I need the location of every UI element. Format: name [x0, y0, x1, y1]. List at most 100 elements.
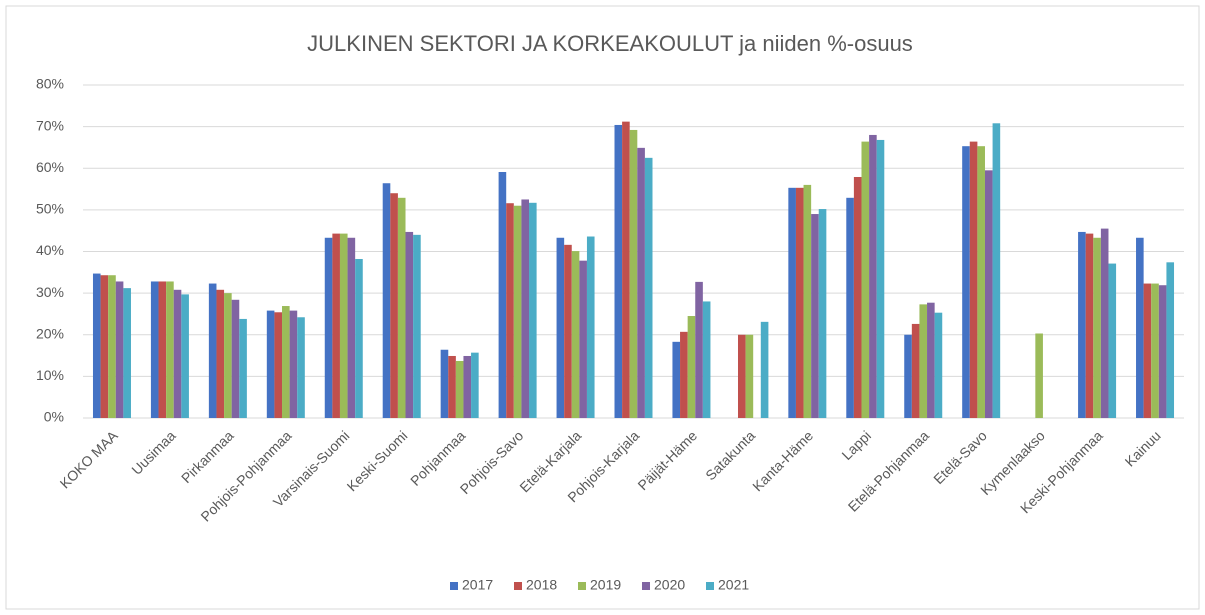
- bar: [274, 312, 283, 418]
- bar: [440, 349, 449, 418]
- bar: [324, 237, 333, 418]
- bar: [390, 193, 398, 418]
- bar: [1100, 228, 1109, 418]
- bar: [644, 157, 653, 418]
- bar: [984, 170, 993, 418]
- bar: [339, 233, 348, 418]
- bar: [1136, 237, 1144, 418]
- bar: [919, 304, 928, 418]
- bar: [579, 260, 587, 418]
- legend-label: 2018: [526, 577, 557, 593]
- bar: [455, 360, 464, 418]
- y-tick-label: 70%: [36, 117, 64, 133]
- bar: [413, 234, 421, 418]
- bar: [861, 141, 870, 419]
- chart-title: JULKINEN SEKTORI JA KORKEAKOULUT ja niid…: [307, 31, 913, 56]
- bar: [92, 273, 101, 418]
- bar: [760, 321, 769, 418]
- y-tick-label: 20%: [36, 325, 64, 341]
- bar: [788, 187, 796, 418]
- legend-label: 2017: [462, 577, 493, 593]
- y-tick-label: 80%: [36, 76, 64, 92]
- bar: [672, 341, 681, 418]
- bar: [100, 275, 109, 418]
- bar: [463, 355, 472, 418]
- bar: [506, 203, 514, 418]
- bar: [911, 323, 920, 418]
- y-tick-label: 50%: [36, 201, 64, 217]
- bar: [745, 334, 754, 418]
- legend-label: 2020: [654, 577, 685, 593]
- bar: [1158, 285, 1167, 418]
- legend-swatch: [578, 582, 586, 590]
- legend-swatch: [642, 582, 650, 590]
- bar: [231, 299, 240, 418]
- bar: [637, 147, 645, 418]
- y-tick-label: 0%: [44, 409, 64, 425]
- y-tick-label: 10%: [36, 367, 64, 383]
- bar: [382, 183, 391, 418]
- y-tick-label: 40%: [36, 242, 64, 258]
- bar: [1085, 233, 1094, 418]
- legend-swatch: [514, 582, 522, 590]
- bar: [853, 176, 862, 418]
- bar: [1143, 283, 1152, 418]
- bar: [216, 289, 225, 418]
- bar: [622, 121, 630, 418]
- bar: [702, 301, 711, 418]
- bar: [529, 202, 537, 418]
- bar: [332, 233, 340, 418]
- bar: [846, 197, 854, 418]
- bar: [869, 134, 877, 418]
- bar: [108, 275, 116, 418]
- bar: [347, 237, 356, 418]
- legend-label: 2021: [718, 577, 749, 593]
- bar: [397, 197, 406, 418]
- bar: [904, 334, 912, 418]
- bar: [977, 146, 985, 418]
- bar: [1151, 283, 1159, 418]
- y-tick-label: 60%: [36, 159, 64, 175]
- bar: [1093, 237, 1101, 418]
- bar: [282, 306, 290, 418]
- bar: [934, 312, 943, 418]
- bar: [629, 129, 638, 418]
- bar: [586, 236, 595, 418]
- legend-label: 2019: [590, 577, 621, 593]
- bar: [498, 171, 507, 418]
- legend-swatch: [706, 582, 714, 590]
- bar: [297, 317, 305, 418]
- bar: [1166, 262, 1175, 418]
- legend-swatch: [450, 582, 458, 590]
- bar: [115, 281, 124, 418]
- bar: [173, 289, 182, 418]
- bar: [795, 187, 804, 418]
- bar: [969, 141, 978, 419]
- bar: [803, 184, 812, 418]
- bar: [962, 146, 970, 418]
- bar: [289, 310, 298, 418]
- bar: [927, 302, 935, 418]
- bar: [166, 281, 174, 418]
- bar: [564, 244, 572, 418]
- bar: [876, 139, 885, 418]
- bar: [150, 281, 159, 418]
- bar: [556, 237, 565, 418]
- bar: [513, 205, 522, 418]
- bar: [737, 334, 746, 418]
- bar: [239, 318, 247, 418]
- bar: [818, 209, 827, 418]
- bar: [355, 258, 363, 418]
- y-tick-label: 30%: [36, 284, 64, 300]
- bar: [181, 294, 189, 418]
- bar: [158, 281, 167, 418]
- bar: [571, 251, 580, 418]
- bar: [123, 288, 131, 418]
- bar: [1108, 263, 1117, 418]
- bar: [521, 199, 530, 418]
- bar: [992, 123, 1001, 419]
- bar: [224, 293, 232, 418]
- bar: [811, 214, 819, 418]
- bar: [405, 231, 414, 418]
